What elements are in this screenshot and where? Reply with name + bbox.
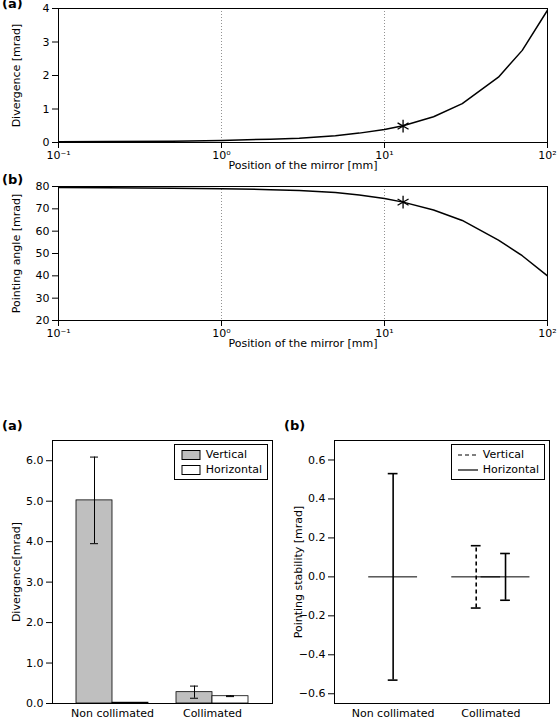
svg-text:1: 1	[43, 103, 50, 116]
svg-text:4: 4	[43, 2, 50, 15]
svg-text:0.6: 0.6	[308, 454, 326, 467]
svg-text:40: 40	[36, 269, 50, 282]
svg-text:3.0: 3.0	[26, 576, 44, 589]
html-text:(a): (a)	[2, 418, 23, 433]
svg-text:−0.2: −0.2	[298, 609, 326, 623]
svg-text:10²: 10²	[538, 327, 556, 340]
svg-text:4.0: 4.0	[26, 535, 44, 548]
svg-text:10⁰: 10⁰	[212, 149, 231, 163]
svg-text:0.0: 0.0	[26, 697, 44, 710]
svg-text:Non collimated: Non collimated	[352, 707, 435, 720]
svg-text:Non collimated: Non collimated	[71, 707, 154, 720]
svg-text:50: 50	[36, 247, 50, 260]
svg-text:1.0: 1.0	[26, 657, 44, 670]
svg-text:2: 2	[43, 69, 50, 82]
svg-text:70: 70	[36, 202, 50, 215]
svg-text:5.0: 5.0	[26, 495, 44, 508]
html-text:Horizontal: Horizontal	[205, 463, 262, 476]
html-text:(b): (b)	[2, 172, 24, 187]
html-text:(b): (b)	[284, 418, 306, 433]
svg-text:0.2: 0.2	[308, 531, 326, 544]
svg-text:10⁻¹: 10⁻¹	[46, 149, 70, 162]
svg-text:10¹: 10¹	[375, 149, 393, 162]
svg-text:Collimated: Collimated	[461, 707, 520, 720]
svg-text:10⁻¹: 10⁻¹	[46, 327, 70, 340]
svg-text:0.0: 0.0	[308, 570, 326, 583]
svg-text:10¹: 10¹	[375, 327, 393, 340]
svg-text:6.0: 6.0	[26, 454, 44, 467]
svg-text:10⁰: 10⁰	[212, 327, 231, 341]
html-text:Vertical: Vertical	[205, 448, 247, 461]
svg-text:30: 30	[36, 292, 50, 305]
svg-text:Pointing stability [mrad]: Pointing stability [mrad]	[292, 506, 305, 639]
svg-text:−0.4: −0.4	[299, 648, 326, 661]
svg-text:Position of the mirror [mm]: Position of the mirror [mm]	[228, 337, 377, 350]
svg-text:0.4: 0.4	[308, 492, 326, 505]
svg-text:Divergence [mrad]: Divergence [mrad]	[10, 24, 23, 128]
html-text:Vertical: Vertical	[482, 448, 524, 461]
svg-text:2.0: 2.0	[26, 616, 44, 629]
svg-text:10²: 10²	[538, 149, 556, 162]
svg-text:0: 0	[43, 136, 50, 149]
html-text:Horizontal: Horizontal	[482, 463, 539, 476]
svg-text:Pointing angle [mrad]: Pointing angle [mrad]	[10, 194, 23, 313]
svg-text:Collimated: Collimated	[183, 707, 242, 720]
svg-text:80: 80	[36, 180, 50, 193]
svg-text:Divergence[mrad]: Divergence[mrad]	[10, 522, 23, 622]
svg-text:60: 60	[36, 225, 50, 238]
svg-text:Position of the mirror [mm]: Position of the mirror [mm]	[228, 159, 377, 172]
svg-text:20: 20	[36, 314, 50, 327]
svg-text:3: 3	[43, 36, 50, 49]
svg-text:−0.6: −0.6	[299, 687, 326, 700]
